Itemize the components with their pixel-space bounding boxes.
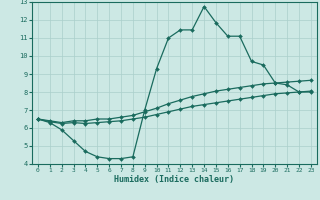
X-axis label: Humidex (Indice chaleur): Humidex (Indice chaleur)	[115, 175, 234, 184]
